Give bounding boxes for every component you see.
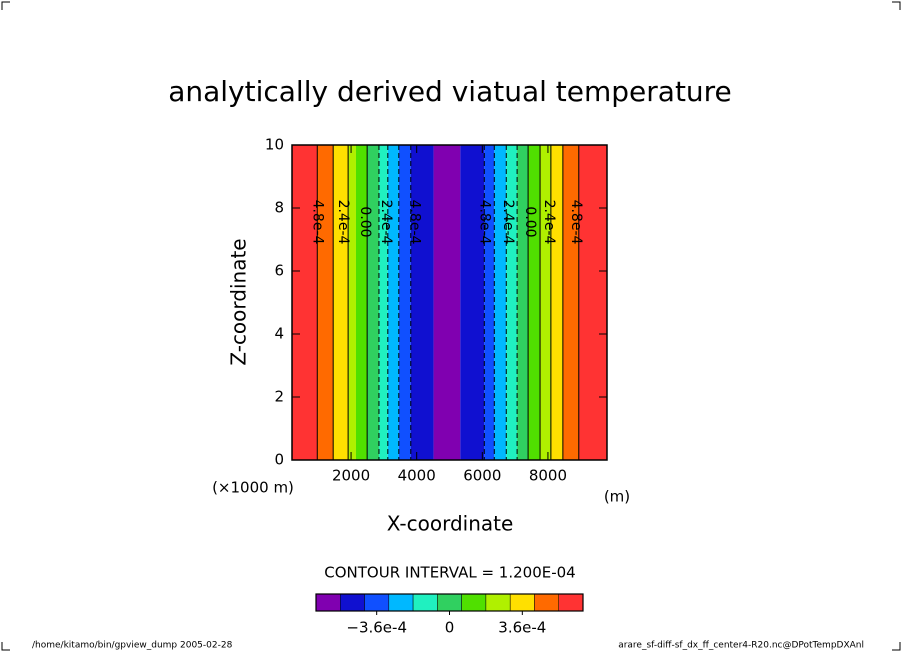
color-band: [550, 145, 563, 460]
color-band: [292, 145, 318, 460]
contour-label: 4.8e-4: [309, 200, 325, 245]
y-tick-label: 10: [265, 136, 284, 154]
color-band: [484, 145, 495, 460]
colorbar-box: [340, 593, 365, 612]
color-band: [367, 145, 379, 460]
color-band: [317, 145, 334, 460]
color-band: [506, 145, 518, 460]
colorbar-box: [558, 593, 584, 612]
y-tick-label: 0: [274, 451, 284, 469]
x-tick-label: 2000: [332, 467, 370, 485]
colorbar-box: [364, 593, 390, 612]
colorbar-tick-label: 3.6e-4: [498, 619, 546, 637]
color-band: [517, 145, 529, 460]
colorbar-box: [412, 593, 438, 612]
colorbar-tick-label: 0: [445, 619, 455, 637]
color-band: [333, 145, 349, 460]
contour-label: 0.00: [522, 206, 538, 237]
contour-interval: CONTOUR INTERVAL = 1.200E-04: [324, 564, 575, 582]
color-band: [562, 145, 579, 460]
y-tick-label: 4: [274, 325, 284, 343]
colorbar-box: [509, 593, 535, 612]
x-scale-label: (×1000 m): [212, 479, 294, 497]
color-band: [528, 145, 541, 460]
color-band: [355, 145, 368, 460]
colorbar-box: [315, 593, 341, 612]
footer-right: arare_sf-diff-sf_dx_ff_center4-R20.nc@DP…: [618, 641, 864, 651]
color-band: [398, 145, 411, 460]
colorbar-box: [437, 593, 462, 612]
y-tick-label: 2: [274, 388, 284, 406]
color-band: [578, 145, 607, 460]
color-band: [540, 145, 551, 460]
color-band: [433, 145, 461, 460]
colorbar-box: [461, 593, 487, 612]
colorbar-box: [388, 593, 414, 612]
y-tick-label: 6: [274, 262, 284, 280]
chart-title: analytically derived viatual temperature: [168, 75, 732, 108]
footer-left: /home/kitamo/bin/gpview_dump 2005-02-28: [32, 641, 233, 651]
color-band: [387, 145, 399, 460]
x-unit-label: (m): [604, 488, 630, 506]
x-tick-label: 6000: [463, 467, 501, 485]
x-axis-label: X-coordinate: [387, 512, 514, 536]
contour-label: 2.4e-4: [500, 200, 516, 245]
colorbar-tick-label: −3.6e-4: [346, 619, 407, 637]
contour-label: 2.4e-4: [541, 200, 557, 245]
color-band: [410, 145, 434, 460]
contour-label: 4.8e-4: [476, 200, 492, 245]
x-tick-label: 8000: [529, 467, 567, 485]
color-band: [494, 145, 507, 460]
y-tick-label: 8: [274, 199, 284, 217]
x-tick-label: 4000: [398, 467, 436, 485]
colorbar-box: [485, 593, 511, 612]
contour-label: 0.00: [357, 206, 373, 237]
contour-label: 4.8e-4: [568, 200, 584, 245]
contour-label: 2.4e-4: [335, 200, 351, 245]
color-band: [348, 145, 356, 460]
color-band: [460, 145, 485, 460]
plot-frame: [291, 144, 608, 461]
y-axis-label: Z-coordinate: [227, 238, 251, 365]
contour-label: 2.4e-4: [378, 200, 394, 245]
contour-label: 4.8e-4: [407, 200, 423, 245]
color-band: [378, 145, 388, 460]
colorbar-box: [534, 593, 559, 612]
